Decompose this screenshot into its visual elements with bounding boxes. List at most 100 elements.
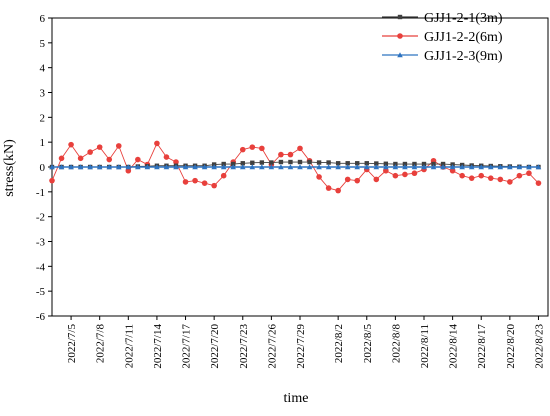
- data-point: [96, 144, 103, 150]
- data-point: [507, 179, 513, 185]
- data-point: [345, 161, 350, 166]
- data-point: [383, 167, 389, 174]
- data-point: [77, 155, 84, 162]
- data-point: [535, 164, 542, 170]
- data-point: [373, 176, 380, 183]
- data-point: [239, 164, 246, 170]
- data-point: [239, 146, 246, 153]
- x-tick-label: 2022/7/26: [266, 324, 278, 369]
- y-tick-label: 6: [40, 13, 46, 25]
- data-point: [478, 172, 485, 179]
- data-point: [516, 172, 523, 179]
- legend-label: GJJ1-2-3(9m): [424, 49, 503, 64]
- legend-label: GJJ1-2-2(6m): [424, 30, 503, 45]
- data-point: [68, 141, 74, 148]
- data-point: [259, 164, 265, 170]
- y-tick-label: 3: [40, 88, 46, 100]
- data-point: [115, 164, 122, 170]
- legend: GJJ1-2-1(3m) GJJ1-2-2(6m) GJJ1-2-3(9m): [382, 11, 503, 64]
- x-tick-label: 2022/8/17: [476, 324, 488, 369]
- data-point: [411, 170, 418, 177]
- data-point: [278, 159, 284, 165]
- data-point: [77, 164, 84, 170]
- x-tick-label: 2022/7/17: [181, 324, 193, 369]
- data-point: [316, 160, 322, 165]
- y-axis: 6 5 4 3 2 1 0 -1 -2 -3 -4 -5 -6: [36, 13, 52, 323]
- data-point: [478, 164, 485, 170]
- data-point: [249, 144, 256, 150]
- data-point: [49, 177, 55, 184]
- data-point: [231, 161, 236, 167]
- data-point: [173, 159, 179, 165]
- data-point: [115, 143, 122, 149]
- data-point: [354, 177, 361, 184]
- data-point: [220, 172, 227, 179]
- data-point: [421, 164, 427, 170]
- data-point: [459, 172, 465, 179]
- y-tick-label: -5: [36, 286, 46, 298]
- data-point: [288, 159, 293, 165]
- y-tick-label: -3: [36, 237, 46, 249]
- data-point: [250, 160, 255, 165]
- data-point: [154, 140, 160, 147]
- data-point: [440, 164, 446, 170]
- data-point: [287, 151, 294, 158]
- y-tick-label: -1: [36, 187, 45, 199]
- data-point: [402, 171, 408, 178]
- data-point: [135, 164, 141, 170]
- data-point: [497, 164, 504, 170]
- data-point: [325, 185, 332, 191]
- data-point: [163, 164, 170, 170]
- data-point: [392, 164, 399, 170]
- x-tick-label: 2022/7/14: [152, 324, 164, 369]
- x-tick-label: 2022/7/11: [123, 324, 135, 368]
- data-point: [269, 160, 274, 165]
- data-point: [125, 167, 132, 174]
- data-point: [154, 164, 160, 170]
- data-point: [287, 164, 294, 170]
- data-point: [431, 161, 436, 167]
- data-point: [278, 164, 284, 170]
- legend-marker: [397, 14, 403, 20]
- data-point: [383, 161, 389, 166]
- data-point: [411, 164, 418, 170]
- legend-marker: [397, 52, 403, 58]
- y-tick-label: 2: [40, 112, 46, 124]
- data-point: [182, 179, 189, 185]
- series-line: [51, 142, 539, 192]
- y-tick-label: -6: [36, 311, 46, 323]
- data-point: [125, 164, 132, 170]
- data-point: [516, 164, 523, 170]
- data-point: [363, 164, 370, 170]
- data-point: [106, 156, 113, 163]
- data-point: [393, 161, 398, 167]
- data-point: [268, 164, 275, 170]
- data-point: [383, 164, 389, 170]
- data-point: [192, 164, 198, 170]
- data-point: [354, 164, 361, 170]
- data-point: [58, 164, 65, 170]
- data-point: [335, 187, 341, 194]
- y-tick-label: 4: [40, 63, 46, 75]
- data-point: [449, 167, 456, 174]
- data-point: [201, 164, 208, 170]
- data-point: [468, 175, 475, 181]
- data-point: [49, 164, 55, 170]
- data-point: [449, 164, 456, 170]
- series-layer: [49, 140, 542, 194]
- data-point: [297, 159, 303, 165]
- data-point: [240, 161, 245, 166]
- data-point: [211, 182, 217, 189]
- data-point: [412, 161, 417, 167]
- data-point: [364, 161, 369, 166]
- data-point: [106, 164, 113, 170]
- y-tick-label: -4: [36, 261, 46, 273]
- data-point: [306, 164, 313, 170]
- data-point: [374, 161, 379, 166]
- data-point: [526, 164, 532, 170]
- data-point: [96, 164, 103, 170]
- data-point: [507, 164, 513, 170]
- data-point: [326, 160, 331, 165]
- data-point: [182, 164, 189, 170]
